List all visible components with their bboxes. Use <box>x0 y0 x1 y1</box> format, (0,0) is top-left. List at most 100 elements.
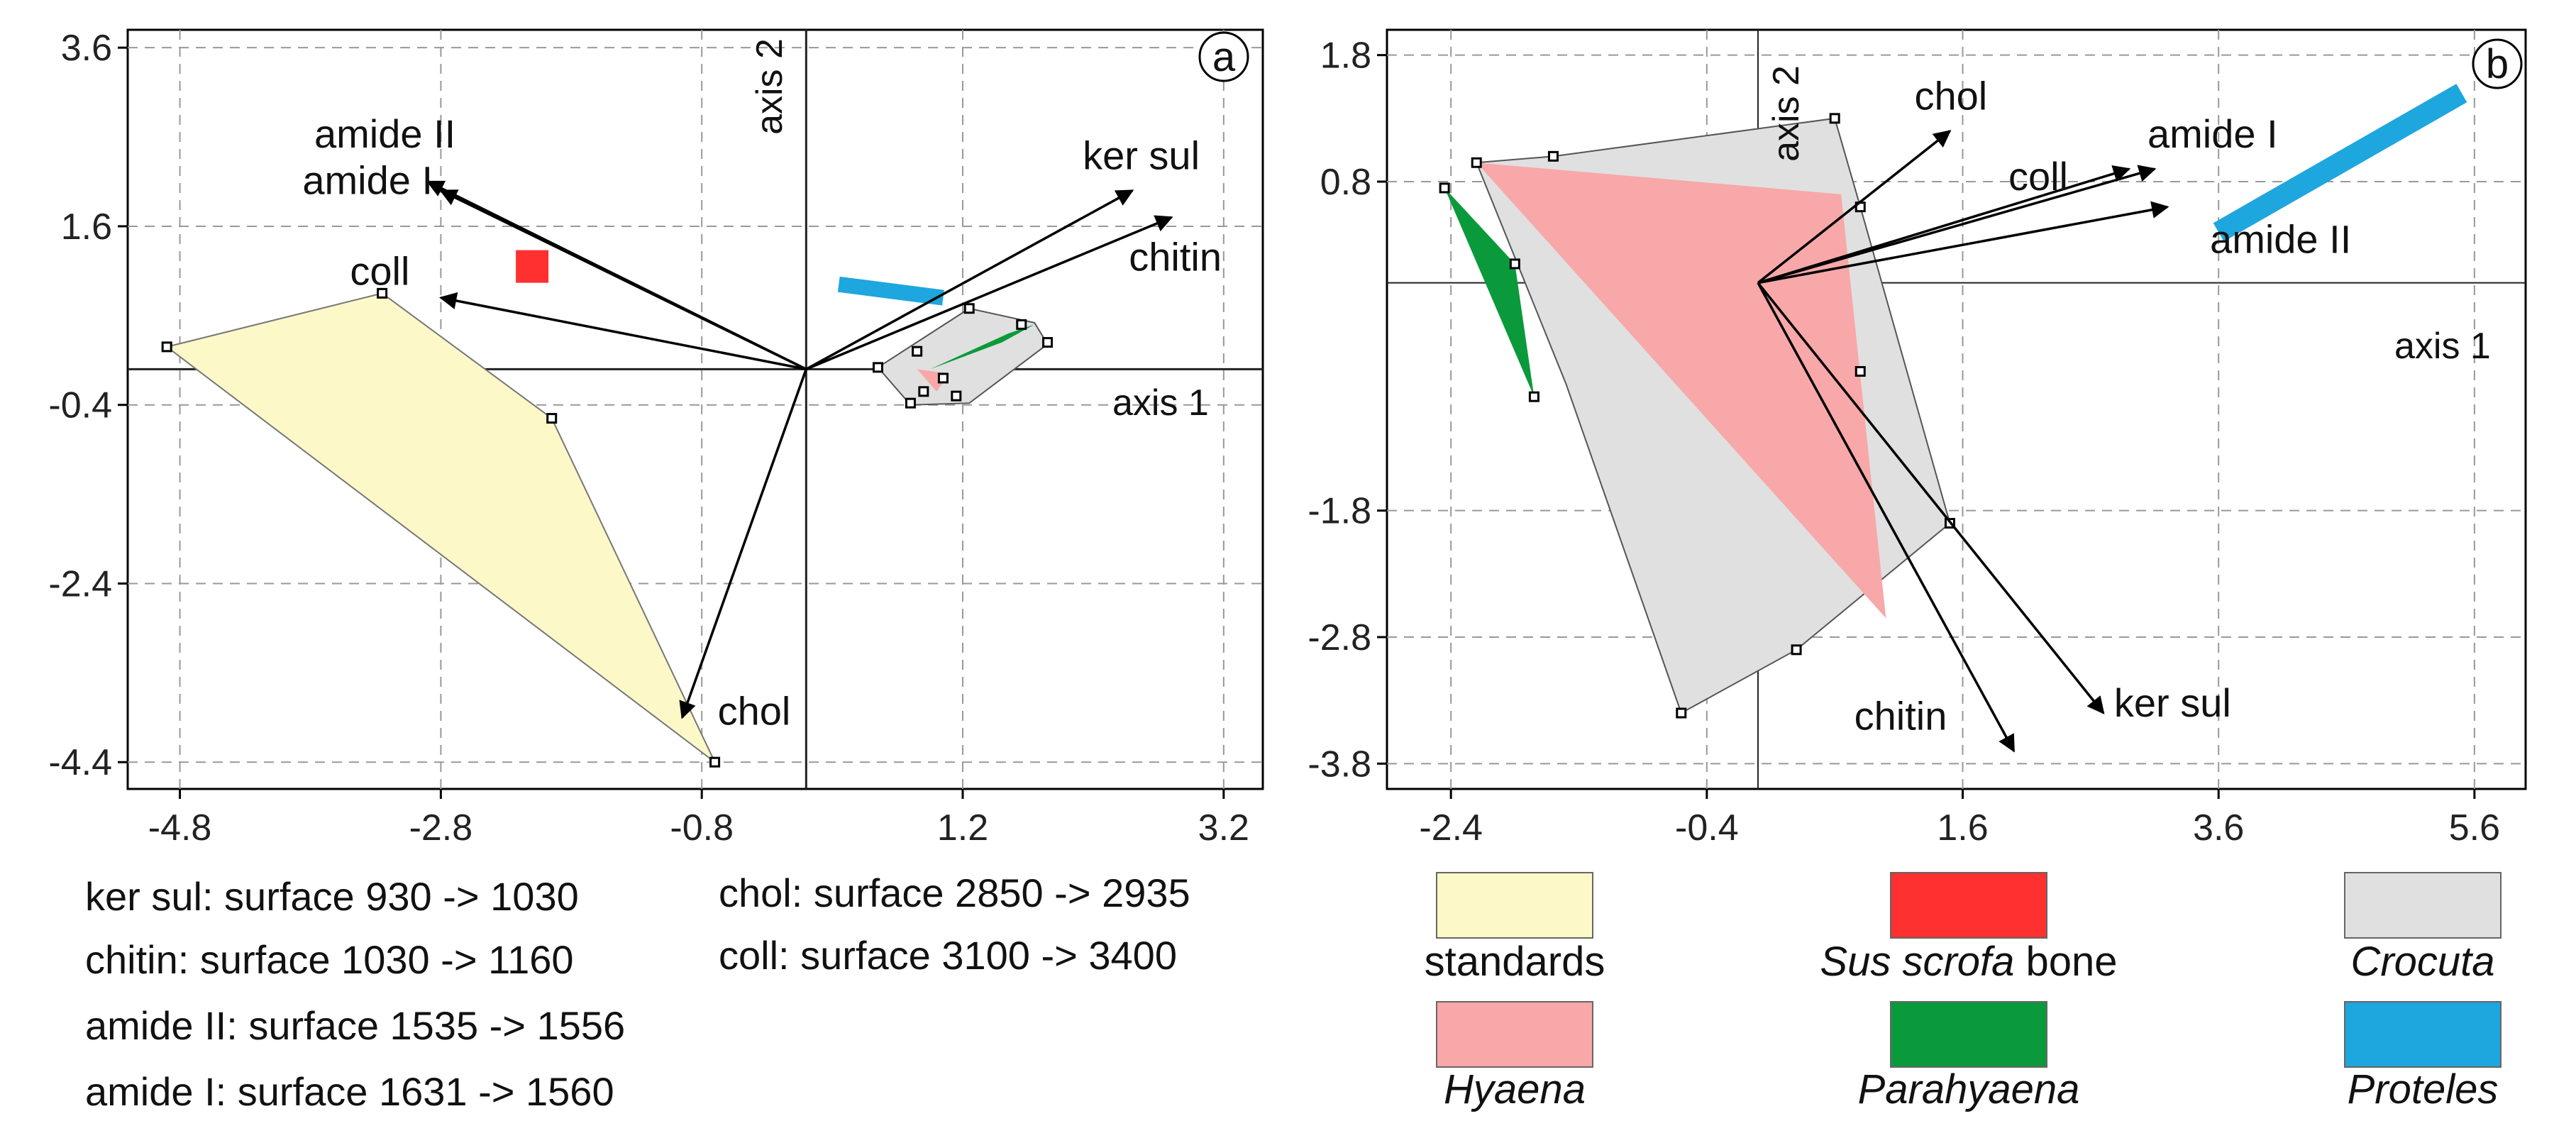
x-tick-label: -2.4 <box>1419 807 1483 849</box>
marker-sus-scrofa-bone <box>516 250 549 283</box>
vector-label-ker-sul: ker sul <box>2114 680 2231 725</box>
legend-label-parahyaena: Parahyaena <box>1858 1066 2080 1112</box>
y-tick-label: -2.4 <box>48 563 112 604</box>
sample-point-crocuta <box>951 390 962 402</box>
vector-label-chitin: chitin <box>1854 694 1947 739</box>
vector-chitin <box>1757 282 2016 753</box>
x-tick-label: -0.8 <box>670 807 734 849</box>
hull-parahyaena <box>1444 187 1535 397</box>
legend-swatch-hyaena <box>1436 1001 1593 1068</box>
sample-point-parahyaena <box>1439 182 1450 194</box>
x-tick-label: 3.2 <box>1198 807 1249 849</box>
y-tick-label: 1.6 <box>61 206 112 248</box>
vector-amide-i <box>439 189 807 370</box>
sample-point-crocuta <box>1042 337 1054 348</box>
legend-label-italic: Crocuta <box>2350 939 2494 985</box>
panel-tag: a <box>1212 34 1236 80</box>
band-proteles <box>2213 84 2467 242</box>
vector-ker-sul <box>1757 282 2105 714</box>
legend-label-standards: standards <box>1425 939 1605 985</box>
definition-coll: coll: surface 3100 -> 3400 <box>719 933 1177 978</box>
vector-amide-ii <box>1757 201 2169 284</box>
legend-label-text: bone <box>2014 939 2117 985</box>
y-tick-label: -3.8 <box>1308 744 1371 785</box>
sample-point-parahyaena <box>1509 258 1520 270</box>
vector-label-chitin: chitin <box>1129 234 1222 279</box>
vector-chol <box>1757 130 1952 284</box>
x-tick-label: -4.8 <box>148 807 212 849</box>
legend-label-text: standards <box>1425 939 1605 985</box>
y-axis-label: axis 2 <box>1766 65 1807 162</box>
vector-label-amide-i: amide I <box>302 158 433 203</box>
definition-ker-sul: ker sul: surface 930 -> 1030 <box>85 874 579 919</box>
legend-label-crocuta: Crocuta <box>2350 939 2494 985</box>
panel-b-biplot: -2.4 -0.4 1.6 3.6 5.61.80.8-1.8-2.8-3.8cholc… <box>1308 28 2527 849</box>
sample-point-standards <box>161 341 172 353</box>
sample-point-crocuta <box>872 362 883 373</box>
vector-amide-i <box>1757 165 2157 284</box>
x-axis-label: axis 1 <box>1112 382 1209 424</box>
sample-point-crocuta <box>1547 150 1559 162</box>
sample-point-crocuta <box>1854 366 1866 377</box>
y-tick-label: -0.4 <box>48 385 112 426</box>
x-tick-label: -0.4 <box>1675 807 1739 849</box>
vector-label-amide-ii: amide II <box>2210 217 2351 262</box>
sample-point-crocuta <box>963 303 975 314</box>
y-tick-label: 1.8 <box>1320 35 1371 77</box>
legend-label-hyaena: Hyaena <box>1444 1066 1586 1112</box>
vector-label-coll: coll <box>2008 154 2068 199</box>
x-tick-label: 1.6 <box>1937 807 1988 849</box>
legend-swatch-sus-scrofa-bone <box>1890 872 2047 939</box>
sample-point-crocuta <box>1829 113 1840 124</box>
x-tick-label: 1.2 <box>937 807 988 849</box>
definition-amide-ii: amide II: surface 1535 -> 1556 <box>85 1003 625 1048</box>
y-tick-label: -2.8 <box>1308 617 1371 658</box>
legend-label-sus-scrofa-bone: Sus scrofa bone <box>1820 939 2117 985</box>
hull-parahyaena <box>930 324 1035 370</box>
sample-point-standards <box>709 756 721 768</box>
x-tick-label: 5.6 <box>2449 807 2500 849</box>
vector-label-chol: chol <box>1914 74 1987 118</box>
sample-point-crocuta <box>1016 319 1027 330</box>
vector-label-ker-sul: ker sul <box>1083 133 1200 178</box>
y-tick-label: 0.8 <box>1320 162 1371 203</box>
vector-coll <box>438 292 807 371</box>
y-tick-label: 3.6 <box>61 28 112 69</box>
sample-point-crocuta <box>918 386 929 397</box>
sample-point-crocuta <box>905 397 916 409</box>
y-axis-label: axis 2 <box>749 38 790 135</box>
sample-point-crocuta <box>912 346 923 357</box>
vector-label-chol: chol <box>718 688 791 733</box>
sample-point-standards <box>377 287 388 299</box>
definition-chitin: chitin: surface 1030 -> 1160 <box>85 937 574 982</box>
x-axis-label: axis 1 <box>2394 326 2491 367</box>
x-tick-label: 3.6 <box>2193 807 2244 849</box>
sample-point-crocuta <box>1471 157 1482 168</box>
variable-definitions: ker sul: surface 930 -> 1030 chitin: sur… <box>85 871 1190 1114</box>
y-tick-label: -1.8 <box>1308 491 1371 532</box>
legend-label-italic: Proteles <box>2348 1066 2499 1112</box>
panel-tag-circle <box>2472 38 2523 89</box>
legend-swatch-crocuta <box>2344 872 2502 939</box>
legend-label-italic: Hyaena <box>1444 1066 1586 1112</box>
panel-tag-circle <box>1198 31 1249 82</box>
vector-label-coll: coll <box>350 249 409 294</box>
sample-point-crocuta <box>937 372 949 384</box>
legend-swatch-standards <box>1436 872 1593 939</box>
vector-chitin <box>805 215 1173 370</box>
definition-chol: chol: surface 2850 -> 2935 <box>719 871 1190 915</box>
sample-point-parahyaena <box>1528 391 1539 402</box>
sample-point-standards <box>546 413 558 424</box>
vector-chol <box>679 368 807 719</box>
vector-label-amide-ii: amide II <box>314 111 455 156</box>
band-proteles <box>837 276 944 306</box>
vector-ker-sul <box>805 189 1134 370</box>
legend-label-proteles: Proteles <box>2348 1066 2499 1112</box>
definition-amide-i: amide I: surface 1631 -> 1560 <box>85 1069 614 1114</box>
vector-label-amide-i: amide I <box>2147 111 2278 156</box>
y-tick-label: -4.4 <box>48 742 112 783</box>
x-tick-label: -2.8 <box>409 807 473 849</box>
panel-a-biplot: -4.8 -2.8 -0.8 1.2 3.2 3.6 1.6 -0.4 -2.4 -4.4 ker … <box>48 28 1264 849</box>
panel-tag: b <box>2486 41 2509 87</box>
